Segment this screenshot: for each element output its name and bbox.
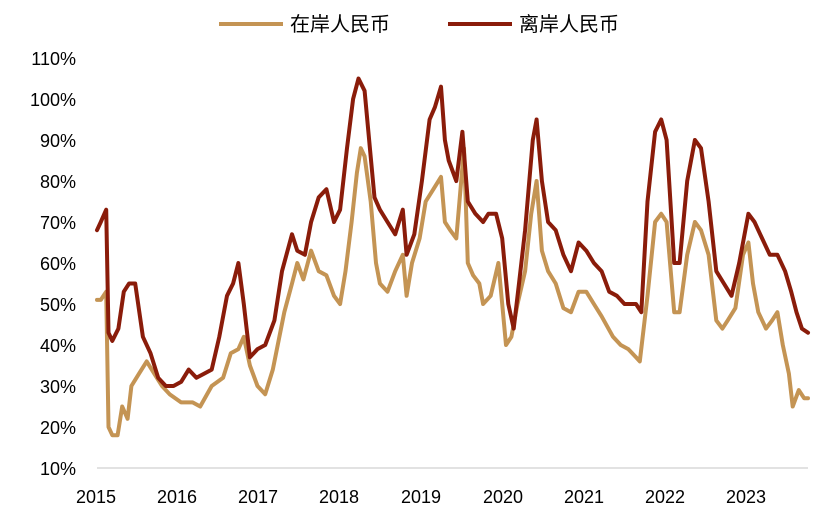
y-tick-label: 90% bbox=[40, 131, 76, 151]
x-tick-label: 2017 bbox=[238, 487, 278, 507]
y-tick-label: 50% bbox=[40, 295, 76, 315]
x-tick-label: 2022 bbox=[645, 487, 685, 507]
y-tick-label: 20% bbox=[40, 418, 76, 438]
y-tick-label: 80% bbox=[40, 172, 76, 192]
x-tick-label: 2016 bbox=[157, 487, 197, 507]
legend: 在岸人民币 离岸人民币 bbox=[219, 12, 619, 36]
legend-label-offshore: 离岸人民币 bbox=[519, 12, 619, 36]
series-line-onshore bbox=[95, 146, 810, 438]
x-tick-label: 2023 bbox=[726, 487, 766, 507]
series-line-offshore bbox=[95, 76, 810, 388]
y-tick-label: 70% bbox=[40, 213, 76, 233]
x-tick-label: 2019 bbox=[401, 487, 441, 507]
legend-label-onshore: 在岸人民币 bbox=[290, 12, 390, 36]
x-tick-label: 2018 bbox=[319, 487, 359, 507]
y-tick-label: 30% bbox=[40, 377, 76, 397]
x-tick-label: 2015 bbox=[76, 487, 116, 507]
x-axis: 2015 2016 2017 2018 2019 2020 2021 2022 2023 bbox=[76, 467, 808, 507]
x-tick-label: 2021 bbox=[564, 487, 604, 507]
y-tick-label: 40% bbox=[40, 336, 76, 356]
x-tick-label: 2020 bbox=[483, 487, 523, 507]
y-tick-label: 60% bbox=[40, 254, 76, 274]
series-layer bbox=[95, 76, 810, 438]
y-tick-label: 10% bbox=[40, 459, 76, 479]
y-axis: 10% 20% 30% 40% 50% 60% 70% 80% 90% 100% 110% bbox=[30, 49, 76, 479]
y-tick-label: 100% bbox=[30, 90, 76, 110]
y-tick-label: 110% bbox=[31, 49, 76, 69]
